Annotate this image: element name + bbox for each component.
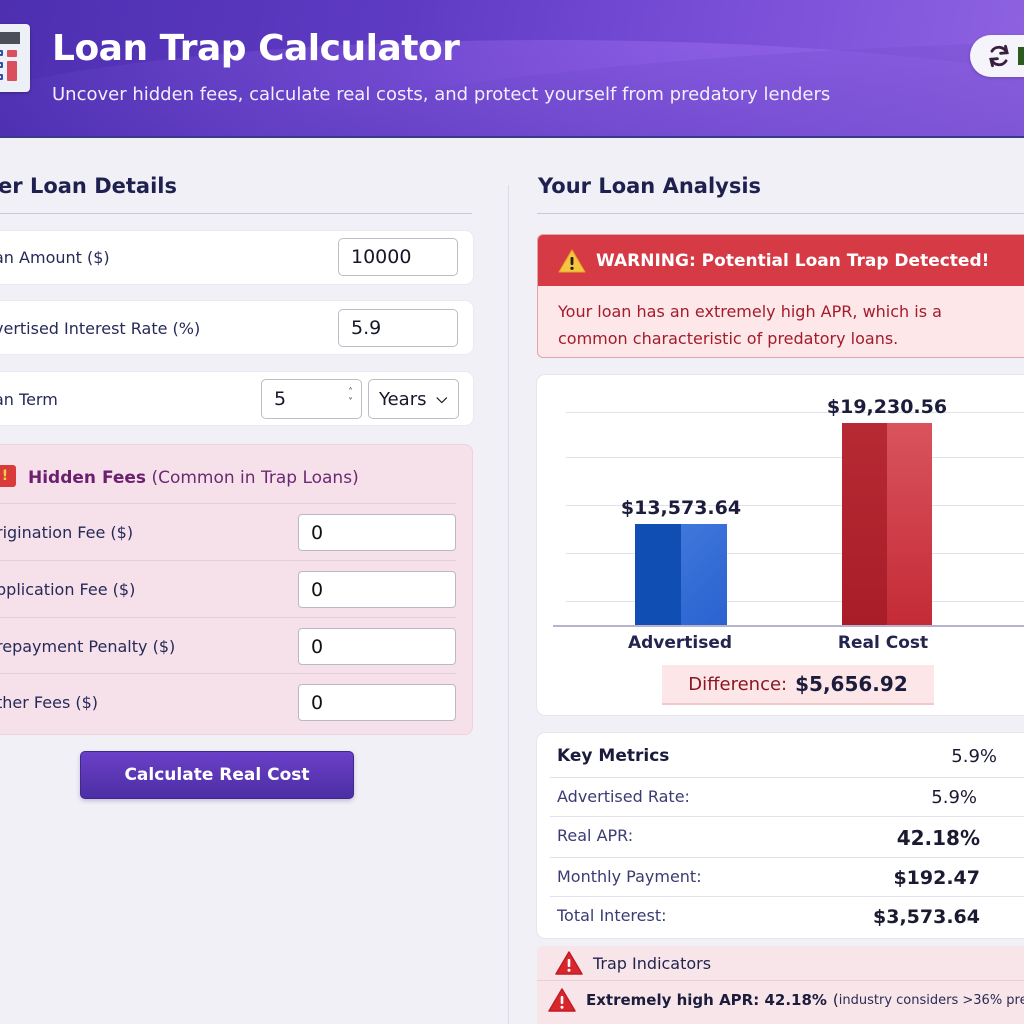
real-cost-category-label: Real Cost: [837, 633, 929, 653]
loan-amount-input[interactable]: 10000: [338, 238, 458, 276]
metric-value: $192.47: [893, 867, 980, 889]
app-subtitle: Uncover hidden fees, calculate real cost…: [52, 84, 831, 105]
trap-divider: [537, 980, 1024, 981]
loan-term-stepper[interactable]: 5 ˄ ˅: [261, 379, 362, 419]
loan-term-label: an Term: [0, 390, 58, 409]
analysis-title: Your Loan Analysis: [538, 174, 762, 198]
loan-term-unit-value: Years: [379, 388, 427, 410]
analysis-title-divider: [537, 213, 1024, 214]
metric-divider: [550, 777, 1024, 778]
metric-divider: [550, 896, 1024, 897]
real-cost-bar: [842, 423, 932, 625]
fees-divider: [0, 503, 456, 504]
metric-label: Real APR:: [557, 826, 634, 845]
alert-triangle-icon: [548, 988, 576, 1012]
hidden-fees-title: Hidden Fees (Common in Trap Loans): [28, 468, 359, 488]
panel-divider: [508, 185, 509, 1024]
fees-divider: [0, 673, 456, 674]
other-fees-input[interactable]: 0: [298, 684, 456, 721]
interest-rate-label: vertised Interest Rate (%): [0, 319, 201, 338]
app-header: Loan Trap Calculator Uncover hidden fees…: [0, 0, 1024, 138]
chart-gridline: [566, 412, 1024, 413]
metric-label: Total Interest:: [557, 906, 667, 925]
fees-divider: [0, 617, 456, 618]
loan-amount-label: an Amount ($): [0, 248, 110, 267]
hidden-fees-title-bold: Hidden Fees: [28, 468, 147, 488]
advertised-bar-value: $13,573.64: [620, 497, 742, 519]
refresh-button[interactable]: [970, 35, 1024, 77]
origination-fee-input[interactable]: 0: [298, 514, 456, 551]
hidden-fees-title-note: (Common in Trap Loans): [151, 468, 359, 488]
warning-heading: WARNING: Potential Loan Trap Detected!: [596, 250, 990, 271]
application-fee-input[interactable]: 0: [298, 571, 456, 608]
chart-axis: [553, 625, 1024, 627]
loan-trap-warning: WARNING: Potential Loan Trap Detected! Y…: [537, 234, 1024, 358]
warning-header: WARNING: Potential Loan Trap Detected!: [538, 235, 1024, 286]
metric-value: 5.9%: [931, 787, 977, 808]
advertised-category-label: Advertised: [627, 633, 733, 653]
prepayment-penalty-input[interactable]: 0: [298, 628, 456, 665]
cost-comparison-chart: [537, 375, 1024, 715]
warning-triangle-icon: [558, 249, 586, 272]
chart-gridline: [566, 505, 1024, 506]
calculate-real-cost-button[interactable]: Calculate Real Cost: [80, 751, 354, 799]
application-fee-label: pplication Fee ($): [0, 580, 136, 599]
alert-triangle-icon: [555, 951, 583, 975]
metric-value: 42.18%: [896, 826, 980, 850]
real-cost-bar-value: $19,230.56: [826, 396, 948, 418]
metric-value: $3,573.64: [873, 906, 980, 928]
metrics-heading: Key Metrics: [557, 746, 670, 766]
difference-label: Difference:: [688, 673, 788, 695]
advertised-bar: [635, 524, 727, 625]
metrics-heading-value: 5.9%: [951, 746, 997, 767]
difference-badge: Difference: $5,656.92: [662, 665, 934, 705]
trap-indicator-text: Extremely high APR: 42.18%: [586, 991, 827, 1009]
metric-label: Advertised Rate:: [557, 787, 690, 806]
key-metrics-card: [537, 733, 1024, 938]
trap-indicators-panel: [537, 946, 1024, 1024]
loan-term-unit-select[interactable]: Years ⌵: [368, 379, 459, 419]
trap-indicators-header: Trap Indicators: [555, 950, 711, 976]
form-title-divider: [0, 213, 472, 214]
warning-message: Your loan has an extremely high APR, whi…: [558, 302, 942, 348]
chart-gridline: [566, 553, 1024, 554]
metric-divider: [550, 857, 1024, 858]
trap-indicator-note: industry considers >36% predatory: [838, 992, 1024, 1008]
chart-gridline: [566, 457, 1024, 458]
chevron-down-icon: ⌵: [436, 391, 448, 407]
origination-fee-label: rigination Fee ($): [0, 523, 134, 542]
other-fees-label: ther Fees ($): [0, 693, 99, 712]
metric-divider: [550, 816, 1024, 817]
app-title: Loan Trap Calculator: [52, 28, 460, 69]
warning-icon: !: [0, 465, 16, 487]
trap-indicator-item: Extremely high APR: 42.18% ( industry co…: [548, 987, 1024, 1013]
refresh-button-edge: [1018, 47, 1024, 65]
difference-value: $5,656.92: [795, 672, 908, 696]
refresh-icon: [989, 44, 1009, 68]
metric-label: Monthly Payment:: [557, 867, 702, 886]
fees-divider: [0, 560, 456, 561]
loan-term-value: 5: [274, 388, 287, 410]
interest-rate-input[interactable]: 5.9: [338, 309, 458, 347]
stepper-arrows-icon[interactable]: ˄ ˅: [348, 387, 353, 408]
prepayment-penalty-label: repayment Penalty ($): [0, 637, 176, 656]
trap-indicators-heading: Trap Indicators: [593, 953, 712, 973]
form-title: ter Loan Details: [0, 174, 177, 198]
calculator-icon: [0, 24, 30, 92]
chart-gridline: [566, 601, 1024, 602]
